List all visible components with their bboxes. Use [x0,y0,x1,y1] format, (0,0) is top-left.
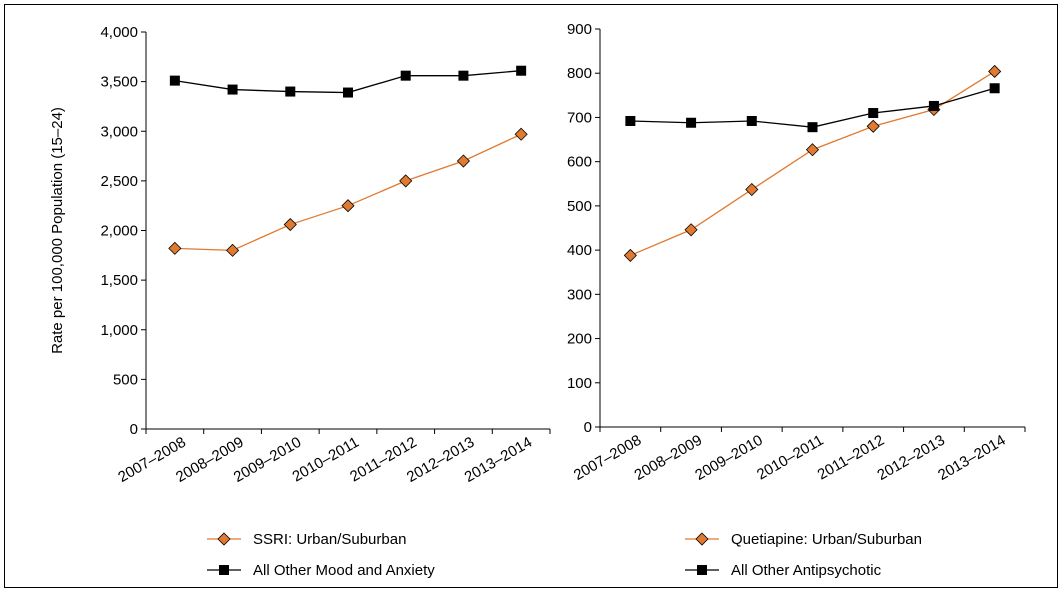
point-0-0 [623,248,637,262]
chart-left: 05001,0001,5002,0002,5003,0003,5004,0002… [49,24,551,486]
point-0-3 [805,143,820,157]
point-0-2 [745,182,759,197]
legend-left: SSRI: Urban/Suburban All Other Mood and A… [207,531,435,579]
x-tick-label: 2012–2013 [874,432,948,484]
y-tick-label: 3,000 [100,123,138,140]
point-1-3 [807,122,818,133]
legend-label-1: All Other Mood and Anxiety [253,562,435,579]
point-1-0 [169,75,180,86]
series-line-0 [630,70,995,257]
point-0-4 [399,174,413,188]
x-tick-label: 2013–2014 [935,432,1009,484]
point-0-0 [168,241,182,255]
point-1-3 [343,87,353,98]
x-tick-label: 2008–2009 [632,432,706,484]
x-tick-label: 2010–2011 [754,432,827,484]
y-tick-label: 700 [567,109,592,126]
point-1-5 [458,70,469,81]
point-1-6 [989,83,1000,94]
y-tick-label: 1,000 [100,322,138,339]
point-0-6 [514,127,528,141]
legend-marker-0 [695,532,709,546]
point-1-2 [285,86,296,97]
y-tick-label: 600 [567,154,592,171]
point-0-3 [341,199,355,213]
point-0-6 [988,64,1002,79]
legend-label-1: All Other Antipsychotic [731,562,882,579]
x-tick-label: 2011–2012 [815,432,888,484]
point-0-5 [456,154,470,168]
point-0-4 [866,119,880,133]
y-tick-label: 3,500 [100,74,138,91]
y-tick-label: 300 [567,286,592,303]
legend-label-0: SSRI: Urban/Suburban [253,531,406,548]
point-1-5 [928,100,939,111]
legend-label-0: Quetiapine: Urban/Suburban [731,531,922,548]
y-tick-label: 0 [130,421,138,438]
point-0-2 [283,217,297,232]
y-tick-label: 2,500 [100,173,138,190]
y-tick-label: 800 [567,65,592,82]
y-axis-title: Rate per 100,000 Population (15–24) [49,107,66,354]
point-1-2 [746,115,757,126]
legend-marker-0 [217,532,231,546]
point-0-1 [684,223,698,237]
y-tick-label: 100 [567,375,592,392]
point-1-4 [868,108,879,119]
point-1-0 [625,115,636,126]
y-tick-label: 1,500 [100,272,138,289]
x-tick-label: 2007–2008 [571,432,645,484]
figure-frame [4,4,1058,588]
point-1-4 [400,70,411,81]
series-line-0 [174,133,522,252]
legend-marker-1 [219,565,229,575]
point-1-1 [227,84,238,95]
y-tick-label: 2,000 [100,223,138,240]
x-tick-label: 2009–2010 [692,432,766,484]
chart-right: 01002003004005006007008009002007–2008200… [567,21,1026,484]
y-tick-label: 500 [567,198,592,215]
y-tick-label: 400 [567,242,592,259]
y-tick-label: 900 [567,21,592,38]
point-1-1 [686,117,697,128]
y-tick-label: 0 [584,419,592,436]
point-1-6 [516,65,527,76]
y-tick-label: 500 [113,371,138,388]
legend-right: Quetiapine: Urban/Suburban All Other Anti… [685,531,922,579]
legend-marker-1 [697,565,707,575]
series-line-1 [630,87,995,128]
point-0-1 [226,243,240,257]
y-tick-label: 4,000 [100,24,138,41]
y-tick-label: 200 [567,331,592,348]
